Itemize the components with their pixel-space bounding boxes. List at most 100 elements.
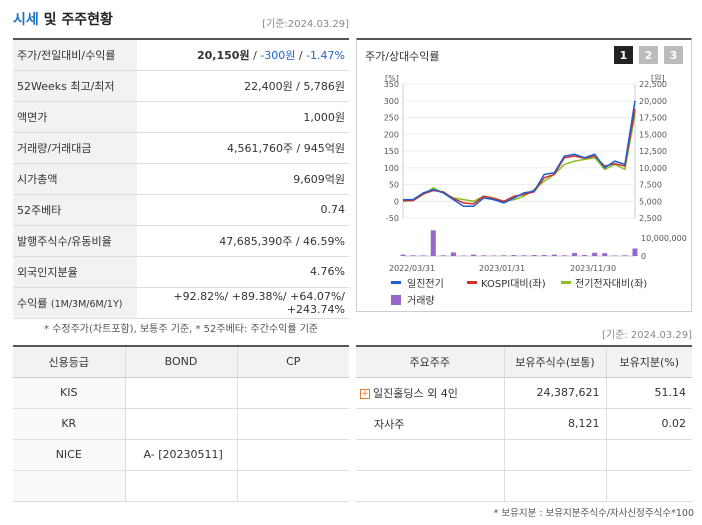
column-header: 보유주식수(보통) xyxy=(503,346,606,378)
table-row: 액면가 1,000원 xyxy=(13,101,349,133)
table-row: + 일진홀딩스 외 4인 24,387,621 51.14 xyxy=(356,377,692,409)
left-tick-label: -50 xyxy=(386,214,399,223)
column-header: CP xyxy=(236,346,349,378)
volume-bar xyxy=(440,255,446,256)
price-change-cell: 20,150원 / -300원 / -1.47% xyxy=(137,39,349,71)
right-tick-label: 2,500 xyxy=(639,214,662,223)
volume-bar xyxy=(521,255,527,256)
left-tick-label: 300 xyxy=(384,97,399,106)
legend-label: 일진전기 xyxy=(407,278,444,290)
legend-label: 거래량 xyxy=(407,295,435,307)
chart-tab-1[interactable]: 1 xyxy=(614,46,633,64)
credit-rating-table: 신용등급 BOND CP KIS KR NICE A- [20230511] xyxy=(13,345,349,502)
shares-cell: 24,387,621 xyxy=(503,377,606,409)
row-value: 0.74 xyxy=(137,194,349,226)
cp-cell xyxy=(236,377,349,409)
left-tick-label: 250 xyxy=(384,114,399,123)
volume-zero-label: 0 xyxy=(641,252,646,261)
volume-tick-label: 10,000,000 xyxy=(641,234,687,243)
reference-date-2: [기준: 2024.03.29] xyxy=(601,330,692,341)
volume-bar xyxy=(501,255,507,256)
chart-tabs: 1 2 3 xyxy=(614,46,683,64)
series-line-2 xyxy=(402,113,636,203)
bond-cell xyxy=(124,470,237,502)
volume-bar xyxy=(511,255,517,256)
expand-plus-icon[interactable]: + xyxy=(360,388,370,399)
volume-bar xyxy=(410,255,416,256)
table-row: NICE A- [20230511] xyxy=(13,439,349,471)
bond-cell xyxy=(124,408,237,440)
table-row xyxy=(356,439,692,471)
legend-swatch-sector xyxy=(561,281,571,284)
legend-swatch-stock xyxy=(391,281,401,284)
row-label: 주가/전일대비/수익률 xyxy=(13,39,137,71)
cp-cell xyxy=(236,408,349,440)
title-part2: 및 주주현황 xyxy=(38,12,113,28)
legend-label: KOSPI대비(좌) xyxy=(481,278,546,290)
price-change-rate: -1.47% xyxy=(306,48,345,62)
row-label: 액면가 xyxy=(13,101,137,133)
volume-bar xyxy=(400,254,406,256)
price-footnote: * 수정주가(차트포함), 보통주 기준, * 52주베타: 주간수익률 기준 xyxy=(44,324,319,335)
right-tick-label: 15,000 xyxy=(639,130,667,139)
volume-bar xyxy=(632,248,638,256)
right-tick-label: 12,500 xyxy=(639,147,667,156)
shareholder-footnote: * 보유지분 : 보유지분주식수/자사신정주식수*100 xyxy=(493,508,694,519)
price-summary-table: 주가/전일대비/수익률 20,150원 / -300원 / -1.47% 52W… xyxy=(13,38,349,319)
agency-cell xyxy=(13,470,125,502)
row-value: 47,685,390주 / 46.59% xyxy=(137,225,349,257)
volume-bar xyxy=(551,254,557,256)
left-axis-unit: [%] xyxy=(385,74,399,83)
table-row: 거래량/거래대금 4,561,760주 / 945억원 xyxy=(13,132,349,164)
row-label: 거래량/거래대금 xyxy=(13,132,137,164)
column-header: 신용등급 xyxy=(13,346,125,378)
volume-bar xyxy=(582,255,588,256)
x-tick-label: 2023/11/30 xyxy=(570,264,616,273)
right-tick-label: 22,500 xyxy=(639,80,667,89)
row-label: 52Weeks 최고/최저 xyxy=(13,70,137,102)
table-row: 시가총액 9,609억원 xyxy=(13,163,349,195)
agency-cell: NICE xyxy=(13,439,125,471)
current-price: 20,150원 xyxy=(197,48,250,62)
table-row: 52주베타 0.74 xyxy=(13,194,349,226)
chart-tab-3[interactable]: 3 xyxy=(664,46,683,64)
right-axis-unit: [원] xyxy=(651,74,665,83)
section-title: 시세 및 주주현황 xyxy=(13,9,113,29)
volume-bar xyxy=(622,255,628,256)
chart-panel: 주가/상대수익률 1 2 3 [%] [원] 10,000,000 0 2022… xyxy=(356,38,692,312)
volume-bar xyxy=(541,255,547,256)
row-label: 52주베타 xyxy=(13,194,137,226)
cp-cell xyxy=(236,470,349,502)
volume-bar xyxy=(420,255,426,256)
right-tick-label: 5,000 xyxy=(639,197,662,206)
left-tick-label: 0 xyxy=(394,197,399,206)
cp-cell xyxy=(236,439,349,471)
volume-bar xyxy=(561,255,567,256)
right-tick-label: 7,500 xyxy=(639,181,662,190)
shares-cell: 8,121 xyxy=(503,408,606,440)
shareholder-name-cell: + 일진홀딩스 외 4인 xyxy=(356,377,504,409)
legend-label: 전기전자대비(좌) xyxy=(575,278,647,290)
left-tick-label: 50 xyxy=(389,181,399,190)
table-row: 52Weeks 최고/최저 22,400원 / 5,786원 xyxy=(13,70,349,102)
bond-cell xyxy=(124,377,237,409)
row-label: 시가총액 xyxy=(13,163,137,195)
row-value: 9,609억원 xyxy=(137,163,349,195)
table-header-row: 주요주주 보유주식수(보통) 보유지분(%) xyxy=(356,346,692,378)
volume-bar xyxy=(430,230,436,256)
table-row: 주가/전일대비/수익률 20,150원 / -300원 / -1.47% xyxy=(13,39,349,71)
legend-swatch-volume xyxy=(391,295,401,305)
title-part1: 시세 xyxy=(13,12,39,28)
reference-date: [기준:2024.03.29] xyxy=(262,19,349,30)
x-tick-label: 2023/01/31 xyxy=(479,264,525,273)
row-label: 발행주식수/유동비율 xyxy=(13,225,137,257)
column-header: 보유지분(%) xyxy=(605,346,692,378)
row-value: 22,400원 / 5,786원 xyxy=(137,70,349,102)
table-row: KR xyxy=(13,408,349,440)
right-tick-label: 17,500 xyxy=(639,114,667,123)
pct-cell: 0.02 xyxy=(605,408,692,440)
row-value: 1,000원 xyxy=(137,101,349,133)
chart-tab-2[interactable]: 2 xyxy=(639,46,658,64)
legend-swatch-kospi xyxy=(467,281,477,284)
price-change: -300원 xyxy=(260,48,296,62)
